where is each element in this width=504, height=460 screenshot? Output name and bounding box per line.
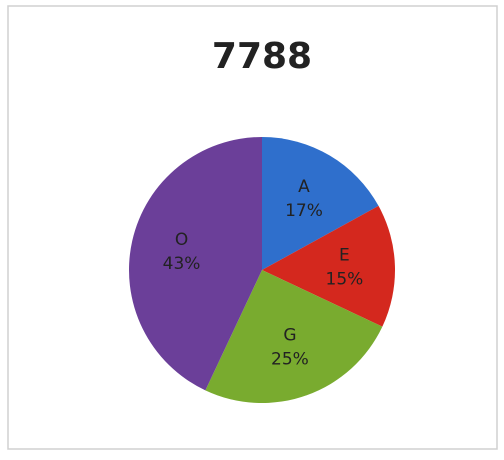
- pie-slice: [262, 205, 395, 327]
- pie-slice: [128, 137, 262, 391]
- slice-value-label: 17%: [285, 201, 323, 221]
- slice-category-label: E: [339, 245, 350, 265]
- slice-category-label: G: [283, 326, 296, 346]
- slice-value-label: 25%: [271, 350, 309, 370]
- pie-slice: [262, 137, 379, 270]
- chart-title: 7788: [212, 36, 312, 77]
- slice-value-label: 43%: [163, 254, 201, 274]
- slice-value-label: 15%: [326, 269, 364, 289]
- slice-category-label: O: [175, 230, 188, 250]
- slice-category-label: A: [298, 177, 310, 197]
- pie-slice: [205, 270, 383, 404]
